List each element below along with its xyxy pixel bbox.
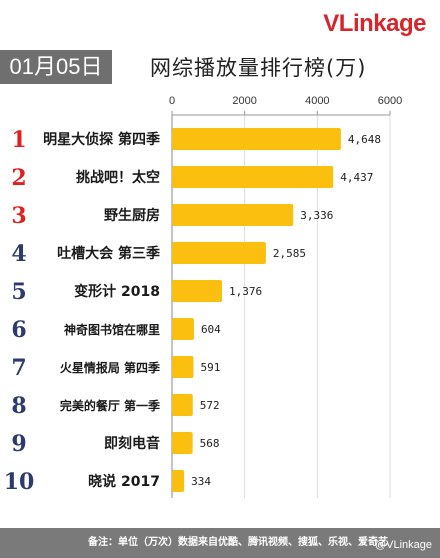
rank-number: 2: [11, 165, 26, 191]
bar-value-label: 3,336: [300, 209, 333, 222]
x-tick-label: 4000: [305, 95, 329, 107]
date-badge: 01月05日: [0, 50, 112, 84]
bar-value-label: 4,437: [340, 171, 373, 184]
bar-value-label: 2,585: [273, 247, 306, 260]
category-label: 晓说 2017: [88, 473, 160, 490]
x-tick-label: 0: [169, 95, 175, 107]
rank-number: 7: [11, 355, 26, 381]
logo-vl: VL: [323, 10, 353, 37]
footer-note: 备注：单位（万次）数据来自优酷、腾讯视频、搜狐、乐视、爱奇艺: [0, 528, 440, 558]
category-label: 野生厨房: [104, 207, 160, 224]
bar: [172, 318, 194, 340]
bar-value-label: 568: [200, 437, 220, 450]
rank-number: 6: [11, 317, 26, 343]
bar: [172, 166, 334, 188]
category-label: 神奇图书馆在哪里: [64, 322, 160, 337]
rank-number: 9: [11, 431, 26, 457]
category-label: 完美的餐厅 第一季: [60, 398, 161, 413]
bar: [172, 128, 341, 150]
category-label: 明星大侦探 第四季: [43, 131, 160, 148]
x-tick-label: 2000: [232, 95, 256, 107]
category-label: 吐槽大会 第三季: [57, 245, 160, 262]
rank-number: 1: [11, 127, 26, 153]
bar: [172, 394, 193, 416]
rank-number: 10: [4, 469, 35, 495]
category-label: 即刻电音: [104, 435, 160, 452]
bar: [172, 242, 266, 264]
x-tick-label: 6000: [378, 95, 402, 107]
bar-value-label: 591: [200, 361, 220, 374]
category-label: 变形计 2018: [74, 283, 160, 300]
bar-value-label: 4,648: [348, 133, 381, 146]
bar: [172, 280, 222, 302]
rank-number: 8: [11, 393, 26, 419]
logo-inkage: inkage: [352, 10, 427, 37]
weibo-watermark: @VLinkage: [374, 539, 432, 551]
rank-number: 3: [11, 203, 26, 229]
bar-value-label: 334: [191, 475, 211, 488]
vlinkage-logo: VLinkage: [323, 10, 426, 38]
rank-number: 4: [11, 241, 26, 267]
category-label: 火星情报局 第四季: [60, 360, 161, 375]
rank-number: 5: [11, 279, 26, 305]
bar: [172, 432, 193, 454]
bar-value-label: 572: [200, 399, 220, 412]
bar: [172, 204, 294, 226]
bar-chart: 0 2000 4000 6000 1 明星大侦探 第四季 4,648 2 挑战吧！太空 4,437…: [4, 95, 402, 498]
bar-value-label: 1,376: [229, 285, 262, 298]
bar-value-label: 604: [201, 323, 221, 336]
bar: [172, 470, 185, 492]
bar: [172, 356, 194, 378]
chart-title: 网综播放量排行榜(万): [150, 56, 367, 80]
category-label: 挑战吧！太空: [76, 169, 160, 186]
